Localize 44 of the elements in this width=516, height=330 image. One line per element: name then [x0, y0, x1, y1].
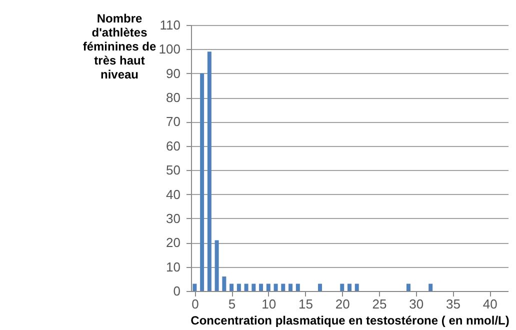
y-tick-label: 50 [166, 162, 180, 178]
bar [296, 284, 300, 291]
y-tick-label: 90 [166, 66, 180, 81]
y-tick-label: 0 [173, 284, 180, 298]
x-tick-label: 20 [335, 296, 350, 312]
x-tick-label: 30 [409, 296, 424, 312]
y-tick-label: 20 [166, 235, 180, 250]
x-tick-label: 40 [482, 296, 498, 312]
x-tick-label: 0 [192, 296, 199, 312]
bar [200, 73, 204, 291]
bar [230, 284, 234, 291]
bar [406, 284, 410, 291]
bar [340, 284, 344, 291]
y-tick-label: 10 [166, 259, 180, 274]
bar [266, 284, 270, 291]
bar [281, 284, 286, 291]
y-tick-label: 110 [160, 18, 180, 32]
bar [222, 276, 226, 291]
bar [274, 284, 278, 291]
y-tick-label: 100 [158, 42, 180, 57]
y-axis-title: Nombre d'athlètes féminines de très haut niveau [82, 12, 156, 82]
bar [428, 284, 433, 291]
y-tick-label: 40 [166, 186, 180, 202]
bar [318, 284, 322, 291]
bar [354, 284, 359, 291]
bar [192, 284, 197, 291]
y-tick-label: 30 [166, 210, 180, 226]
x-tick-label: 10 [262, 296, 276, 312]
bar [348, 284, 352, 291]
bar [288, 284, 293, 291]
bar [244, 284, 248, 291]
x-axis-title: Concentration plasmatique en testostérone ( en nmol/L) [190, 314, 510, 328]
bar [252, 284, 256, 291]
bar [259, 284, 264, 291]
x-tick-label: 35 [446, 296, 460, 312]
bar [236, 284, 241, 291]
y-tick-label: 70 [166, 114, 180, 130]
y-tick-label: 60 [166, 138, 180, 154]
y-tick-label: 80 [166, 90, 180, 106]
x-tick-label: 5 [228, 296, 236, 312]
bar [214, 240, 219, 291]
x-tick-label: 15 [298, 296, 313, 312]
bar [207, 52, 212, 291]
x-tick-label: 25 [372, 296, 387, 312]
